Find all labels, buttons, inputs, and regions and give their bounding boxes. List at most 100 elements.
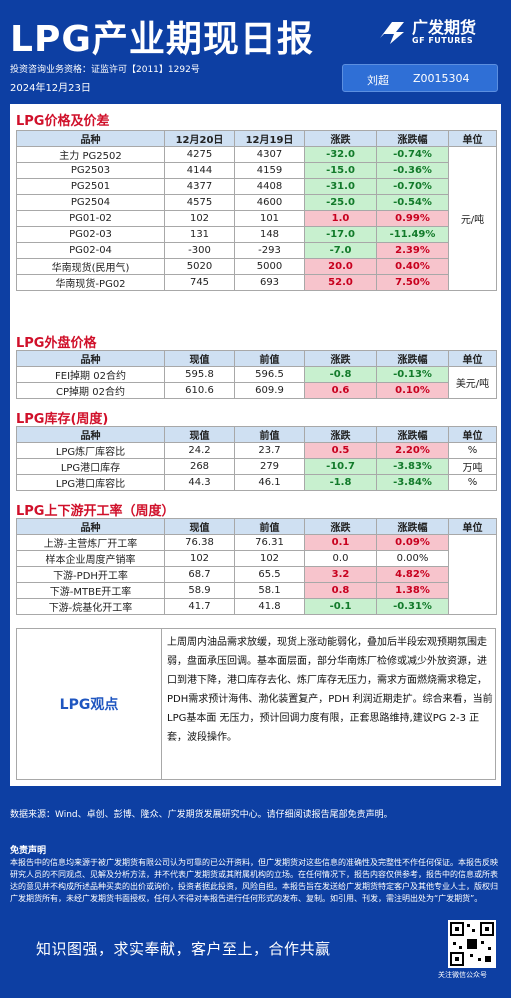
col-header: 涨跌 bbox=[304, 130, 377, 147]
cell-change-pct: 0.10% bbox=[376, 382, 449, 399]
disclaimer-text: 本报告中的信息均来源于被广发期货有限公司认为可靠的已公开资料，但广发期货对这些信… bbox=[10, 858, 498, 903]
row-name: PG2503 bbox=[16, 162, 165, 179]
cell-change-pct: -11.49% bbox=[376, 226, 449, 243]
company-slogan: 知识图强，求实奉献，客户至上，合作共赢 bbox=[36, 940, 331, 958]
table-row: PG2503 4144 4159 -15.0 -0.36% bbox=[16, 162, 497, 179]
col-header: 现值 bbox=[164, 426, 235, 443]
row-name: 上游-主营炼厂开工率 bbox=[16, 534, 165, 551]
cell-change-pct: -0.54% bbox=[376, 194, 449, 211]
disclaimer-title: 免责声明 bbox=[10, 846, 47, 856]
cell-change-pct: 2.20% bbox=[376, 442, 449, 459]
row-name: LPG港口库容比 bbox=[16, 474, 165, 491]
col-header: 现值 bbox=[164, 518, 235, 535]
cell-change: 1.0 bbox=[304, 210, 377, 227]
col-header: 涨跌幅 bbox=[376, 350, 449, 367]
cell-previous: 41.8 bbox=[234, 598, 305, 615]
view-text: 上周周内油品需求放缓，现货上涨动能弱化，叠加后半段宏观预期氛围走弱，盘面承压回调… bbox=[167, 637, 493, 743]
cell-change: 3.2 bbox=[304, 566, 377, 583]
col-header: 现值 bbox=[164, 350, 235, 367]
analyst-code: Z0015304 bbox=[413, 72, 470, 85]
table-row: FEI掉期 02合约 595.8 596.5 -0.8 -0.13% 美元/吨 bbox=[16, 366, 497, 399]
analyst-name: 刘超 bbox=[367, 74, 389, 87]
row-name: 下游-PDH开工率 bbox=[16, 566, 165, 583]
table-row: PG02-03 131 148 -17.0 -11.49% bbox=[16, 226, 497, 243]
cell-unit: 元/吨 bbox=[448, 146, 497, 291]
section-title-operating: LPG上下游开工率（周度） bbox=[16, 504, 175, 519]
col-header: 前值 bbox=[234, 426, 305, 443]
col-header: 前值 bbox=[234, 518, 305, 535]
cell-current: 4575 bbox=[164, 194, 235, 211]
cell-previous: 102 bbox=[234, 550, 305, 567]
row-name: PG01-02 bbox=[16, 210, 165, 227]
cell-previous: 148 bbox=[234, 226, 305, 243]
cell-current: 41.7 bbox=[164, 598, 235, 615]
cell-previous: 76.31 bbox=[234, 534, 305, 551]
cell-current: 4144 bbox=[164, 162, 235, 179]
cell-change-pct: 0.00% bbox=[376, 550, 449, 567]
cell-change: -0.8 bbox=[304, 366, 377, 383]
cell-unit bbox=[448, 534, 497, 615]
cell-change-pct: -0.13% bbox=[376, 366, 449, 383]
report-date: 2024年12月23日 bbox=[10, 83, 91, 94]
inventory-table: 品种 现值 前值 涨跌 涨跌幅 单位 LPG炼厂库容比 24.2 23.7 0.… bbox=[16, 426, 497, 491]
cell-current: 5020 bbox=[164, 258, 235, 275]
col-header: 涨跌幅 bbox=[376, 130, 449, 147]
row-name: 华南现货(民用气) bbox=[16, 258, 165, 275]
cell-current: 4377 bbox=[164, 178, 235, 195]
cell-current: 745 bbox=[164, 274, 235, 291]
cell-change: -32.0 bbox=[304, 146, 377, 163]
section-title-inventory: LPG库存(周度) bbox=[16, 412, 109, 427]
cell-change: 0.0 bbox=[304, 550, 377, 567]
view-box: LPG观点 上周周内油品需求放缓，现货上涨动能弱化，叠加后半段宏观预期氛围走弱，… bbox=[16, 628, 496, 780]
row-name: 华南现货-PG02 bbox=[16, 274, 165, 291]
cell-current: 58.9 bbox=[164, 582, 235, 599]
cell-current: 595.8 bbox=[164, 366, 235, 383]
table-row: 上游-主营炼厂开工率 76.38 76.31 0.1 0.09% bbox=[16, 534, 497, 615]
qr-code-icon bbox=[448, 920, 496, 968]
row-name: 下游-烷基化开工率 bbox=[16, 598, 165, 615]
col-header: 涨跌 bbox=[304, 518, 377, 535]
col-header: 涨跌 bbox=[304, 350, 377, 367]
cell-previous: 693 bbox=[234, 274, 305, 291]
cell-change-pct: -3.84% bbox=[376, 474, 449, 491]
col-header: 品种 bbox=[16, 426, 165, 443]
company-logo: 广发期货 GF FUTURES bbox=[376, 14, 504, 54]
cell-previous: 596.5 bbox=[234, 366, 305, 383]
cell-current: -300 bbox=[164, 242, 235, 259]
qr-caption: 关注微信公众号 bbox=[438, 971, 487, 979]
cell-change: 20.0 bbox=[304, 258, 377, 275]
cell-current: 44.3 bbox=[164, 474, 235, 491]
table-row: PG2501 4377 4408 -31.0 -0.70% bbox=[16, 178, 497, 195]
table-header-row: 品种 现值 前值 涨跌 涨跌幅 单位 bbox=[16, 426, 497, 443]
gf-logo-icon bbox=[380, 22, 404, 44]
cell-change-pct: 0.09% bbox=[376, 534, 449, 551]
col-header: 单位 bbox=[448, 130, 497, 147]
col-header: 品种 bbox=[16, 350, 165, 367]
cell-unit: % bbox=[448, 474, 497, 491]
row-name: PG02-04 bbox=[16, 242, 165, 259]
table-row: LPG炼厂库容比 24.2 23.7 0.5 2.20% % bbox=[16, 442, 497, 459]
cell-change-pct: -0.36% bbox=[376, 162, 449, 179]
col-header: 涨跌 bbox=[304, 426, 377, 443]
table-row: CP掉期 02合约 610.6 609.9 0.6 0.10% bbox=[16, 382, 497, 399]
table-header-row: 品种 现值 前值 涨跌 涨跌幅 单位 bbox=[16, 350, 497, 367]
cell-previous: 4159 bbox=[234, 162, 305, 179]
cell-previous: 4408 bbox=[234, 178, 305, 195]
col-header: 单位 bbox=[448, 350, 497, 367]
row-name: PG2504 bbox=[16, 194, 165, 211]
cell-change-pct: 4.82% bbox=[376, 566, 449, 583]
col-header: 品种 bbox=[16, 130, 165, 147]
row-name: LPG港口库存 bbox=[16, 458, 165, 475]
cell-change: -10.7 bbox=[304, 458, 377, 475]
table-row: 下游-MTBE开工率 58.9 58.1 0.8 1.38% bbox=[16, 582, 497, 599]
cell-current: 102 bbox=[164, 550, 235, 567]
cell-change: -25.0 bbox=[304, 194, 377, 211]
cell-unit: 美元/吨 bbox=[448, 366, 497, 399]
table-row: 主力 PG2502 4275 4307 -32.0 -0.74% 元/吨 bbox=[16, 146, 497, 291]
cell-previous: 58.1 bbox=[234, 582, 305, 599]
cell-previous: 4600 bbox=[234, 194, 305, 211]
report-title: LPG产业期现日报 bbox=[10, 19, 314, 60]
section-title-price: LPG价格及价差 bbox=[16, 114, 110, 129]
license-line: 投资咨询业务资格：证监许可【2011】1292号 bbox=[10, 65, 200, 75]
col-header: 12月20日 bbox=[164, 130, 235, 147]
